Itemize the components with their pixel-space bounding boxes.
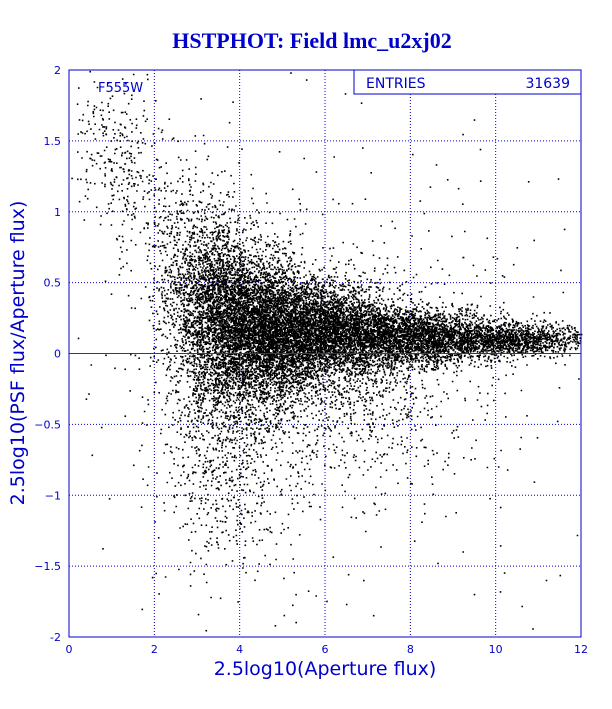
- y-tick-labels: -2 −1.5 −1 −0.5 0 0.5 1 1.5 2: [34, 64, 61, 644]
- stats-entries-value: 31639: [525, 76, 570, 92]
- stats-entries-label: ENTRIES: [366, 76, 426, 92]
- y-tick-label: 2: [54, 64, 61, 77]
- plot-frame: [68, 69, 582, 638]
- scatter-point-cloud: [71, 70, 583, 632]
- filter-annotation: F555W: [98, 81, 143, 96]
- x-tick-label: 12: [574, 643, 588, 656]
- x-tick-label: 2: [151, 643, 158, 656]
- y-tick-label: −0.5: [34, 418, 61, 431]
- x-tick-label: 6: [322, 643, 329, 656]
- x-tick-label: 8: [407, 643, 414, 656]
- x-tick-labels: 0 2 4 6 8 10 12: [66, 643, 589, 656]
- y-tick-label: −1: [45, 489, 61, 502]
- y-tick-label: -2: [50, 631, 61, 644]
- x-tick-label: 0: [66, 643, 73, 656]
- stats-box: ENTRIES 31639: [353, 69, 582, 95]
- y-tick-label: 0: [54, 348, 61, 361]
- y-tick-label: −1.5: [34, 560, 61, 573]
- y-tick-label: 0.5: [44, 277, 62, 290]
- chart-title: HSTPHOT: Field lmc_u2xj02: [172, 28, 451, 53]
- x-tick-label: 4: [236, 643, 243, 656]
- y-tick-label: 1: [54, 206, 61, 219]
- stats-box-frame: [353, 69, 582, 95]
- x-tick-label: 10: [489, 643, 503, 656]
- scatter-points: [71, 70, 583, 632]
- x-axis-label: 2.5log10(Aperture flux): [214, 658, 437, 680]
- y-axis-label: 2.5log10(PSF flux/Aperture flux): [7, 201, 29, 506]
- y-tick-label: 1.5: [44, 135, 62, 148]
